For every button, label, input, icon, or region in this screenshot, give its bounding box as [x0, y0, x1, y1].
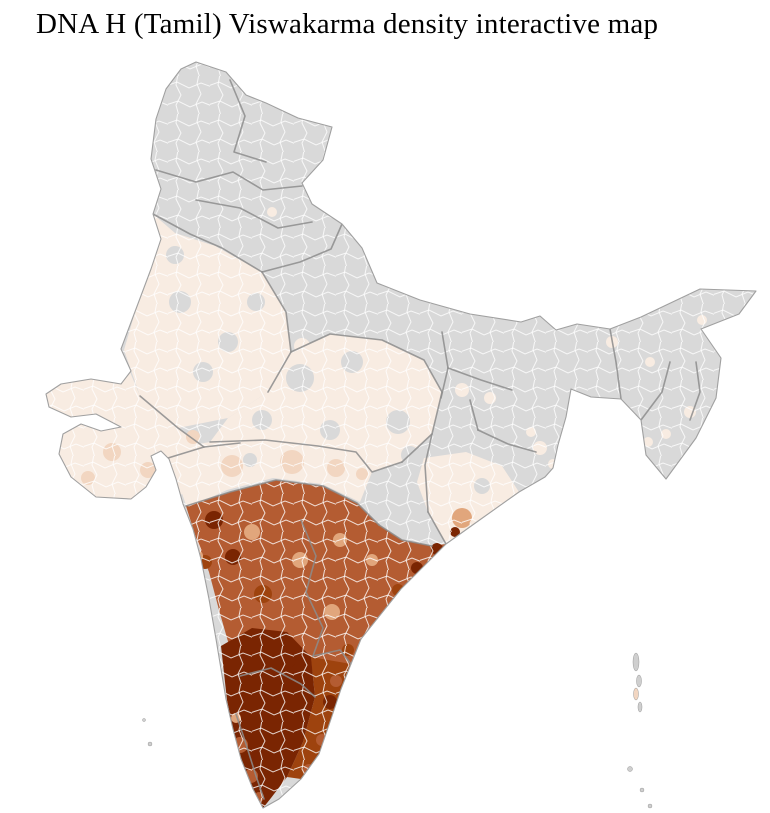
lakshadweep-islands[interactable] — [142, 718, 153, 747]
district-grid — [46, 62, 756, 808]
island-colored-district — [633, 687, 639, 701]
state-border-lines — [139, 79, 701, 800]
andaman-nicobar-islands[interactable] — [627, 652, 653, 809]
map-title: DNA H (Tamil) Viswakarma density interac… — [36, 8, 659, 40]
